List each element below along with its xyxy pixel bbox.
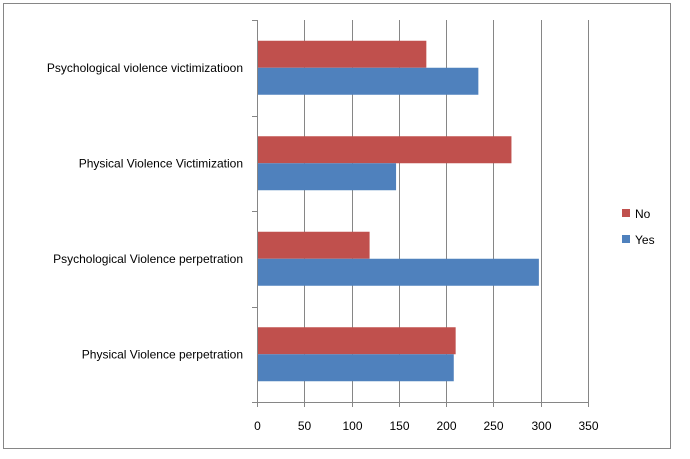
bar-no — [258, 40, 427, 68]
bar-yes — [258, 258, 539, 286]
category-labels: Psychological violence victimizatioon Phy… — [47, 61, 243, 362]
category-label: Physical Violence Victimization — [79, 156, 243, 170]
x-tick-label: 200 — [436, 419, 456, 433]
bar-yes — [258, 163, 397, 191]
x-tick-label: 50 — [298, 419, 312, 433]
legend-label-no: No — [635, 207, 651, 221]
bar-yes — [258, 67, 479, 95]
legend-label-yes: Yes — [635, 233, 655, 247]
x-tick-label: 300 — [531, 419, 551, 433]
bar-yes — [258, 354, 454, 382]
legend-swatch-no — [622, 209, 630, 217]
category-label: Physical Violence perpetration — [82, 347, 243, 361]
legend: No Yes — [622, 207, 655, 247]
x-tick-label: 150 — [389, 419, 409, 433]
bar-no — [258, 231, 370, 259]
category-label: Psychological Violence perpetration — [53, 252, 243, 266]
bar-no — [258, 136, 512, 164]
x-tick-label: 100 — [342, 419, 362, 433]
tick-labels: 0 50 100 150 200 250 300 350 — [254, 419, 599, 433]
axes — [252, 20, 589, 407]
x-tick-label: 250 — [483, 419, 503, 433]
bars — [258, 40, 539, 382]
legend-swatch-yes — [622, 235, 630, 243]
category-label: Psychological violence victimizatioon — [47, 61, 243, 75]
bar-no — [258, 327, 456, 355]
x-tick-label: 350 — [578, 419, 598, 433]
x-tick-label: 0 — [254, 419, 261, 433]
